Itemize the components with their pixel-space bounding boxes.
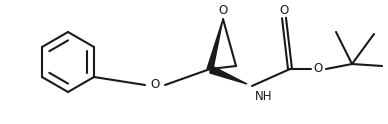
Text: O: O: [218, 4, 228, 17]
Polygon shape: [207, 19, 223, 69]
Text: NH: NH: [255, 90, 272, 103]
Text: O: O: [151, 78, 159, 92]
Text: O: O: [279, 4, 289, 17]
Text: O: O: [314, 62, 323, 76]
Polygon shape: [210, 65, 247, 84]
